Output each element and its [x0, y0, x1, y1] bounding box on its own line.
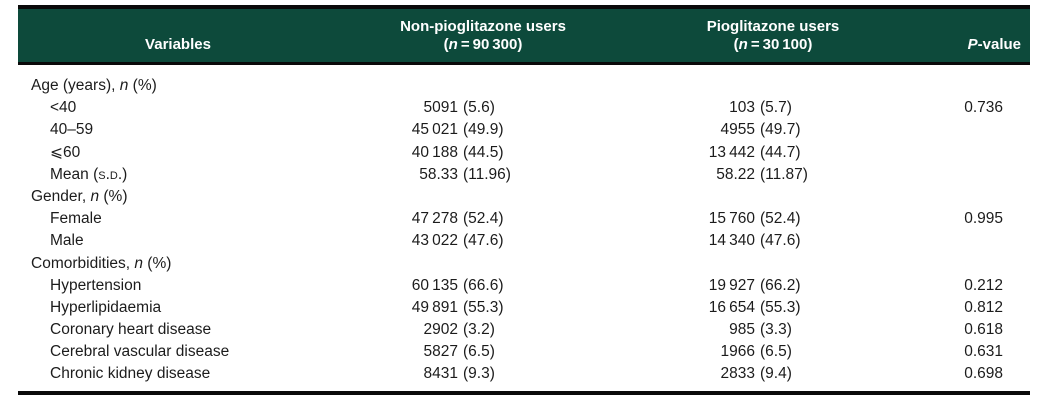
cell-pio — [628, 75, 918, 97]
row-label: 40–59 — [50, 121, 94, 139]
cell-pvalue — [918, 164, 1030, 186]
row-label: Chronic kidney disease — [50, 365, 211, 383]
table-header-row: Variables Non-pioglitazone users (n = 90… — [18, 5, 1030, 65]
cell-nonpio — [338, 253, 628, 275]
header-pvalue-text: -value — [977, 36, 1021, 53]
table-body: Age (years), n (%) <40 5091 (5.6) 103 (5.7… — [18, 65, 1030, 395]
cell-nonpio: 43 022 (47.6) — [411, 232, 504, 250]
cell-pio: 14 340 (47.6) — [708, 232, 801, 250]
cell-pvalue: 0.618 — [964, 321, 1003, 339]
cell-pvalue — [918, 119, 1030, 141]
cell-nonpio: 8431 (9.3) — [423, 365, 495, 383]
header-nonpio-paren-open: ( — [443, 36, 449, 53]
table-row-gender-female: Female 47 278 (52.4) 15 760 (52.4) 0.995 — [18, 208, 1030, 230]
cell-pvalue: 0.212 — [964, 276, 1003, 294]
header-nonpioglitazone-users: Non-pioglitazone users (n = 90 300) — [338, 18, 628, 54]
cell-nonpio: 5827 (6.5) — [423, 343, 495, 361]
table-row-section-comorbidities: Comorbidities, n (%) — [18, 253, 1030, 275]
cell-pvalue: 0.995 — [964, 210, 1003, 228]
cell-nonpio: 47 278 (52.4) — [411, 210, 504, 228]
row-label: Female — [50, 210, 102, 228]
cell-pio: 4955 (49.7) — [720, 121, 801, 139]
cell-nonpio: 58.33 (11.96) — [419, 165, 511, 183]
table-row-hyperlipidaemia: Hyperlipidaemia 49 891 (55.3) 16 654 (55.3… — [18, 297, 1030, 319]
table-row-age-lt40: <40 5091 (5.6) 103 (5.7) 0.736 — [18, 97, 1030, 119]
table-row-gender-male: Male 43 022 (47.6) 14 340 (47.6) — [18, 230, 1030, 252]
header-nonpio-line2: (n = 90 300) — [444, 36, 523, 54]
header-variables-label: Variables — [145, 36, 211, 54]
header-pvalue: P-value — [918, 18, 1030, 54]
cell-pvalue: 0.736 — [964, 99, 1003, 117]
cell-pvalue: 0.631 — [964, 343, 1003, 361]
header-nonpio-line1: Non-pioglitazone users — [400, 18, 566, 35]
table-row-age-mean-sd: Mean (s.d.) 58.33 (11.96) 58.22 (11.87) — [18, 164, 1030, 186]
table-row-section-gender: Gender, n (%) — [18, 186, 1030, 208]
cell-pio: 16 654 (55.3) — [708, 298, 801, 316]
row-label: <40 — [50, 99, 77, 117]
table-row-section-age: Age (years), n (%) — [18, 75, 1030, 97]
row-label: Hypertension — [50, 276, 142, 294]
header-pioglitazone-users: Pioglitazone users (n = 30 100) — [628, 18, 918, 54]
cell-pio: 985 (3.3) — [729, 321, 792, 339]
cell-pvalue — [918, 253, 1030, 275]
cell-pio: 2833 (9.4) — [720, 365, 792, 383]
row-label: Cerebral vascular disease — [50, 343, 230, 361]
cell-pvalue: 0.698 — [964, 365, 1003, 383]
table-row-cerebral-vascular-disease: Cerebral vascular disease 5827 (6.5) 1966… — [18, 341, 1030, 363]
row-label: ⩽60 — [50, 143, 81, 161]
cell-pvalue — [918, 75, 1030, 97]
row-label: Male — [50, 232, 84, 250]
cell-nonpio: 2902 (3.2) — [423, 321, 495, 339]
table-row-chronic-kidney-disease: Chronic kidney disease 8431 (9.3) 2833 (9.… — [18, 363, 1030, 385]
table-row-hypertension: Hypertension 60 135 (66.6) 19 927 (66.2) 0… — [18, 275, 1030, 297]
cell-pio — [628, 186, 918, 208]
header-pio-paren-open: ( — [733, 36, 739, 53]
cell-nonpio: 49 891 (55.3) — [411, 298, 504, 316]
header-pio-count: = 30 100) — [747, 36, 813, 53]
cell-pio: 103 (5.7) — [729, 99, 792, 117]
table-row-coronary-heart-disease: Coronary heart disease 2902 (3.2) 985 (3.3… — [18, 319, 1030, 341]
header-variables: Variables — [18, 18, 338, 54]
cell-pio: 15 760 (52.4) — [708, 210, 801, 228]
row-label: Coronary heart disease — [50, 321, 212, 339]
cell-pio: 19 927 (66.2) — [708, 276, 801, 294]
row-label: Age (years), n (%) — [31, 77, 157, 94]
row-label: Hyperlipidaemia — [50, 298, 162, 316]
cell-pvalue — [918, 142, 1030, 164]
row-label: Gender, n (%) — [31, 187, 128, 205]
header-variables-text: Variables — [145, 36, 211, 53]
cell-pio: 58.22 (11.87) — [716, 165, 808, 183]
cell-nonpio: 5091 (5.6) — [423, 99, 495, 117]
cell-pio — [628, 253, 918, 275]
cell-nonpio: 45 021 (49.9) — [411, 121, 504, 139]
cell-pio: 1966 (6.5) — [720, 343, 792, 361]
header-nonpio-n-italic: n — [448, 36, 458, 53]
cell-pvalue — [918, 186, 1030, 208]
header-pvalue-p-italic: P — [967, 36, 978, 53]
cell-pio: 13 442 (44.7) — [708, 143, 801, 161]
table-row-age-le60: ⩽60 40 188 (44.5) 13 442 (44.7) — [18, 142, 1030, 164]
header-pio-n-italic: n — [738, 36, 748, 53]
cell-pvalue: 0.812 — [964, 298, 1003, 316]
cell-pvalue — [918, 230, 1030, 252]
cell-nonpio: 40 188 (44.5) — [411, 143, 504, 161]
cell-nonpio: 60 135 (66.6) — [411, 276, 504, 294]
header-pio-line1: Pioglitazone users — [706, 18, 840, 35]
cell-nonpio — [338, 186, 628, 208]
baseline-characteristics-table: Variables Non-pioglitazone users (n = 90… — [18, 5, 1030, 395]
header-nonpio-count: = 90 300) — [457, 36, 523, 53]
row-label: Comorbidities, n (%) — [31, 254, 172, 272]
cell-nonpio — [338, 75, 628, 97]
header-pio-line2: (n = 30 100) — [734, 36, 813, 54]
row-label: Mean (s.d.) — [50, 165, 128, 183]
table-row-age-40-59: 40–59 45 021 (49.9) 4955 (49.7) — [18, 119, 1030, 141]
header-pvalue-label: P-value — [968, 36, 1021, 54]
